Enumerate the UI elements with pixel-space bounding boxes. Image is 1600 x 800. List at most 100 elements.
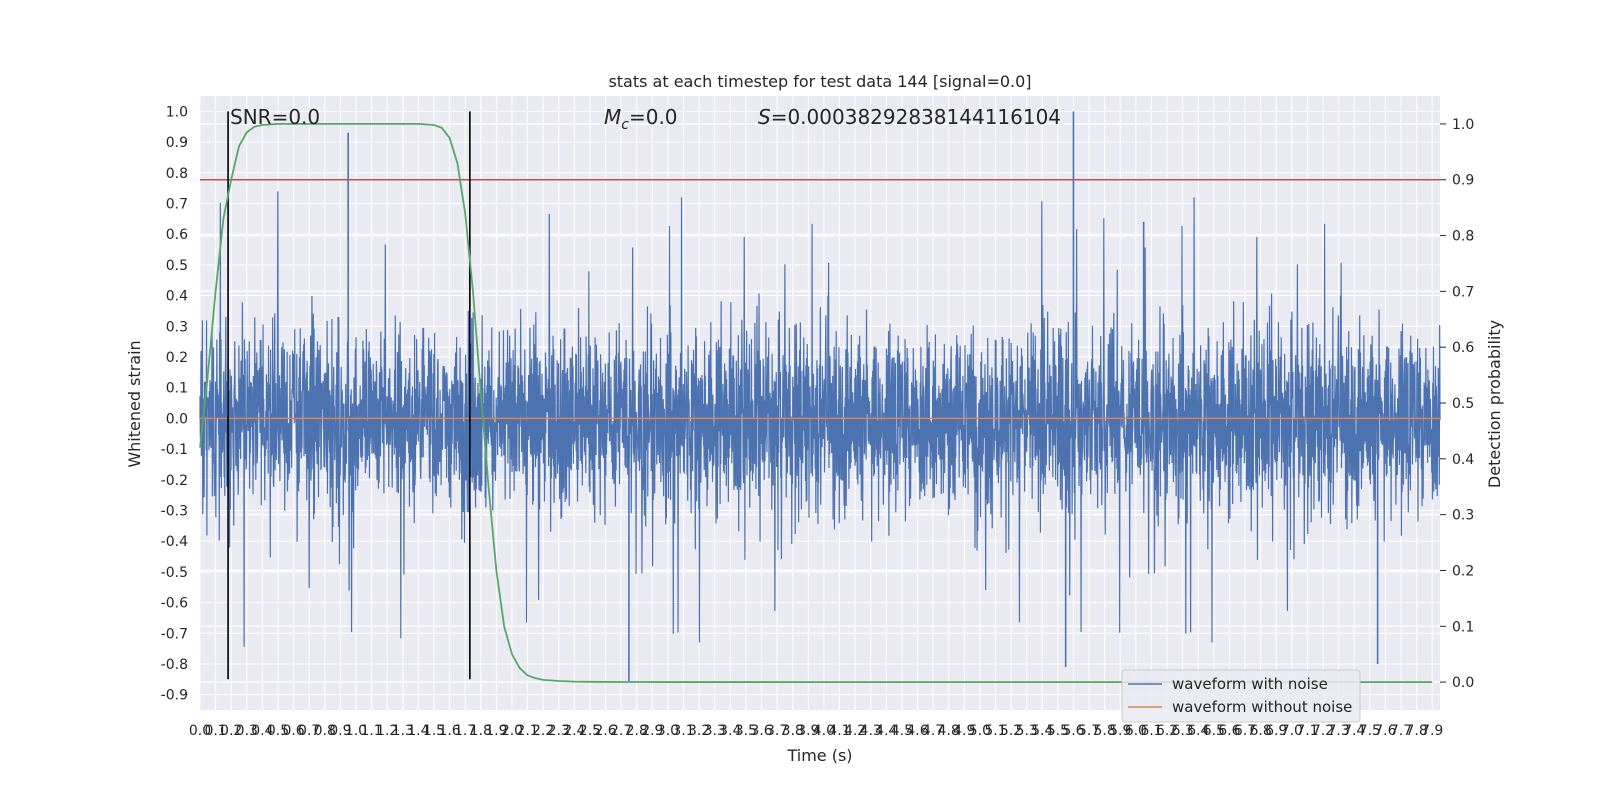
y-tick-label-left: 0.5 (166, 258, 188, 274)
x-tick-label: 7.9 (1421, 723, 1443, 739)
x-tick-label: 2.8 (626, 723, 648, 739)
x-tick-label: 3.7 (766, 723, 788, 739)
x-axis-label: Time (s) (786, 746, 852, 765)
x-tick-label: 7.0 (1281, 723, 1303, 739)
x-tick-label: 7.6 (1374, 723, 1396, 739)
y-tick-label-right: 0.2 (1452, 563, 1474, 579)
x-tick-label: 5.4 (1031, 723, 1053, 739)
chart-title: stats at each timestep for test data 144… (608, 72, 1031, 91)
x-tick-label: 4.9 (953, 723, 975, 739)
x-tick-label: 5.7 (1078, 723, 1100, 739)
x-tick-label: 1.4 (407, 723, 429, 739)
y-tick-label-right: 0.7 (1452, 284, 1474, 300)
x-tick-label: 6.4 (1187, 723, 1209, 739)
y-tick-label-left: 0.2 (166, 350, 188, 366)
x-tick-label: 6.2 (1156, 723, 1178, 739)
x-tick-label: 6.6 (1218, 723, 1240, 739)
x-tick-label: 3.6 (750, 723, 772, 739)
x-tick-label: 0.9 (329, 723, 351, 739)
y-tick-label-right: 0.1 (1452, 619, 1474, 635)
x-tick-label: 3.1 (672, 723, 694, 739)
x-tick-label: 0.6 (282, 723, 304, 739)
series-waveform-with-noise (199, 111, 1441, 683)
x-tick-label: 1.2 (376, 723, 398, 739)
x-tick-label: 4.8 (938, 723, 960, 739)
x-tick-label: 2.3 (548, 723, 570, 739)
y-tick-label-right: 0.3 (1452, 508, 1474, 524)
y-tick-label-left: -0.4 (161, 534, 188, 550)
annotation-statistic: S=0.00038292838144116104 (758, 105, 1061, 129)
noise-waveform-line (199, 191, 1441, 647)
x-tick-label: 3.9 (797, 723, 819, 739)
x-tick-label: 4.6 (906, 723, 928, 739)
x-tick-label: 6.9 (1265, 723, 1287, 739)
y-tick-label-left: -0.8 (161, 657, 188, 673)
x-tick-label: 0.1 (204, 723, 226, 739)
x-tick-label: 4.3 (860, 723, 882, 739)
x-tick-label: 4.2 (844, 723, 866, 739)
y-tick-label-right: 0.5 (1452, 396, 1474, 412)
x-tick-label: 3.4 (719, 723, 741, 739)
x-tick-label: 2.9 (641, 723, 663, 739)
annotation-snr: SNR=0.0 (230, 105, 320, 129)
x-tick-label: 7.2 (1312, 723, 1334, 739)
x-tick-label: 6.1 (1140, 723, 1162, 739)
x-tick-label: 3.2 (688, 723, 710, 739)
y-tick-label-left: 0.1 (166, 381, 188, 397)
y-tick-label-left: -0.1 (161, 442, 188, 458)
x-tick-label: 1.7 (454, 723, 476, 739)
legend: waveform with noise waveform without noi… (1121, 669, 1361, 723)
x-tick-label: 4.1 (828, 723, 850, 739)
x-tick-label: 6.5 (1203, 723, 1225, 739)
x-tick-label: 2.0 (501, 723, 523, 739)
axis-ticks: 0.00.10.20.30.40.50.60.70.80.91.01.11.21… (161, 104, 1475, 739)
x-tick-label: 1.9 (485, 723, 507, 739)
y-tick-label-left: -0.5 (161, 565, 188, 581)
x-tick-label: 5.5 (1047, 723, 1069, 739)
x-tick-label: 4.4 (875, 723, 897, 739)
annotation-chirp-mass: Mc=0.0 (604, 105, 678, 133)
x-tick-label: 7.8 (1405, 723, 1427, 739)
x-tick-label: 1.8 (470, 723, 492, 739)
y-tick-label-right: 0.4 (1452, 452, 1474, 468)
y-tick-label-right: 0.0 (1452, 675, 1474, 691)
x-tick-label: 3.3 (704, 723, 726, 739)
y-tick-label-right: 0.6 (1452, 340, 1474, 356)
x-tick-label: 0.0 (189, 723, 211, 739)
x-tick-label: 3.8 (782, 723, 804, 739)
x-tick-label: 6.8 (1249, 723, 1271, 739)
x-tick-label: 2.4 (563, 723, 585, 739)
y-tick-label-left: -0.6 (161, 596, 188, 612)
y-tick-label-left: -0.3 (161, 503, 188, 519)
y-tick-label-left: -0.9 (161, 688, 188, 704)
y-tick-label-left: 0.0 (166, 411, 188, 427)
y-tick-label-left: 0.8 (166, 166, 188, 182)
x-tick-label: 5.6 (1062, 723, 1084, 739)
y-tick-label-left: 0.7 (166, 196, 188, 212)
series-lines (199, 111, 1440, 683)
detection-probability-line (199, 123, 1433, 683)
x-tick-label: 0.3 (236, 723, 258, 739)
x-tick-label: 0.7 (298, 723, 320, 739)
x-tick-label: 7.1 (1296, 723, 1318, 739)
x-tick-label: 5.2 (1000, 723, 1022, 739)
x-tick-label: 1.6 (438, 723, 460, 739)
x-tick-label: 4.5 (891, 723, 913, 739)
x-tick-label: 0.5 (267, 723, 289, 739)
x-tick-label: 6.7 (1234, 723, 1256, 739)
legend-box (1121, 669, 1361, 723)
x-tick-label: 6.3 (1172, 723, 1194, 739)
x-tick-label: 4.0 (813, 723, 835, 739)
x-tick-label: 7.3 (1327, 723, 1349, 739)
x-tick-label: 2.7 (610, 723, 632, 739)
x-tick-label: 5.3 (1016, 723, 1038, 739)
legend-label-with-noise: waveform with noise (1172, 675, 1328, 693)
x-tick-label: 4.7 (922, 723, 944, 739)
x-tick-label: 2.5 (579, 723, 601, 739)
y-tick-label-left: -0.2 (161, 473, 188, 489)
y-axis-label-left: Whitened strain (125, 340, 144, 467)
x-tick-label: 5.9 (1109, 723, 1131, 739)
x-tick-label: 3.0 (657, 723, 679, 739)
x-tick-label: 5.0 (969, 723, 991, 739)
x-tick-label: 0.4 (251, 723, 273, 739)
